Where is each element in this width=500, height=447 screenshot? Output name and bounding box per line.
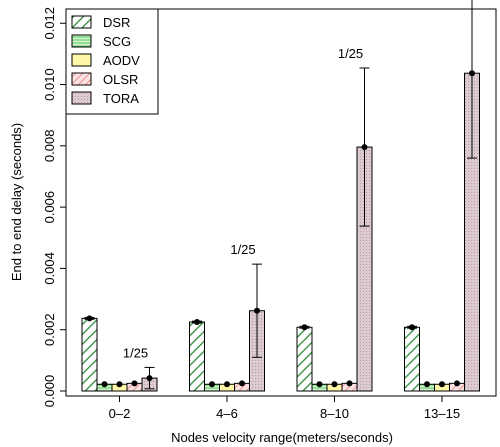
mean-point bbox=[409, 324, 415, 331]
plot-frame bbox=[65, 8, 497, 397]
annotation-label: 1/25 bbox=[230, 242, 255, 257]
annotation-label: 1/25 bbox=[338, 46, 363, 61]
bar-dsr bbox=[81, 317, 98, 392]
y-axis: 0.000 0.002 0.004 0.006 0.008 0.010 0.012 bbox=[42, 7, 66, 407]
y-axis-title: End to end delay (seconds) bbox=[9, 123, 24, 281]
bar-dsr bbox=[296, 326, 313, 392]
mean-point bbox=[116, 381, 123, 388]
y-tick-label: 0.000 bbox=[42, 375, 57, 408]
x-tick-label: 0–2 bbox=[109, 406, 131, 421]
mean-point bbox=[101, 381, 108, 388]
legend-label-olsr: OLSR bbox=[103, 72, 138, 87]
mean-point bbox=[224, 381, 230, 388]
legend-label-tora: TORA bbox=[103, 91, 139, 106]
mean-point bbox=[331, 381, 338, 388]
mean-point bbox=[316, 381, 323, 388]
legend-swatch-olsr bbox=[71, 72, 92, 86]
mean-point bbox=[146, 375, 153, 382]
mean-point bbox=[239, 380, 245, 387]
legend-label-aodv: AODV bbox=[103, 53, 140, 68]
y-tick-label: 0.010 bbox=[42, 68, 57, 101]
mean-point bbox=[454, 380, 460, 387]
legend: DSR SCG AODV OLSR TORA bbox=[65, 8, 159, 115]
y-tick-label: 0.006 bbox=[42, 191, 57, 224]
mean-point bbox=[131, 380, 138, 387]
mean-point bbox=[469, 70, 475, 77]
legend-swatch-tora bbox=[71, 91, 92, 105]
mean-point bbox=[439, 381, 445, 388]
x-tick-label: 4–6 bbox=[216, 406, 238, 421]
mean-point bbox=[361, 144, 368, 151]
error-bars-layer bbox=[84, 0, 477, 390]
y-tick-label: 0.012 bbox=[42, 7, 57, 40]
annotations-layer: 1/251/251/251/25 bbox=[123, 46, 363, 360]
legend-swatch-dsr bbox=[71, 15, 92, 29]
bar-dsr bbox=[404, 326, 420, 392]
mean-point bbox=[86, 315, 93, 322]
y-tick-label: 0.002 bbox=[42, 313, 57, 346]
x-tick-label: 13–15 bbox=[424, 406, 460, 421]
y-tick-label: 0.004 bbox=[42, 252, 57, 285]
mean-point bbox=[301, 324, 308, 331]
legend-label-dsr: DSR bbox=[103, 15, 130, 30]
legend-swatch-aodv bbox=[71, 53, 92, 67]
bar-dsr bbox=[189, 321, 205, 392]
legend-swatch-scg bbox=[71, 34, 92, 48]
mean-point bbox=[209, 381, 215, 388]
bars-layer bbox=[81, 72, 480, 392]
legend-label-scg: SCG bbox=[103, 34, 131, 49]
x-axis: 0–2 4–6 8–10 13–15 bbox=[109, 396, 460, 421]
x-tick-label: 8–10 bbox=[320, 406, 349, 421]
mean-point bbox=[254, 307, 260, 314]
y-tick-label: 0.008 bbox=[42, 130, 57, 163]
mean-point bbox=[346, 380, 353, 387]
mean-point bbox=[424, 381, 430, 388]
x-axis-title: Nodes velocity range(meters/seconds) bbox=[171, 430, 393, 445]
mean-point bbox=[194, 319, 200, 326]
annotation-label: 1/25 bbox=[123, 345, 148, 360]
